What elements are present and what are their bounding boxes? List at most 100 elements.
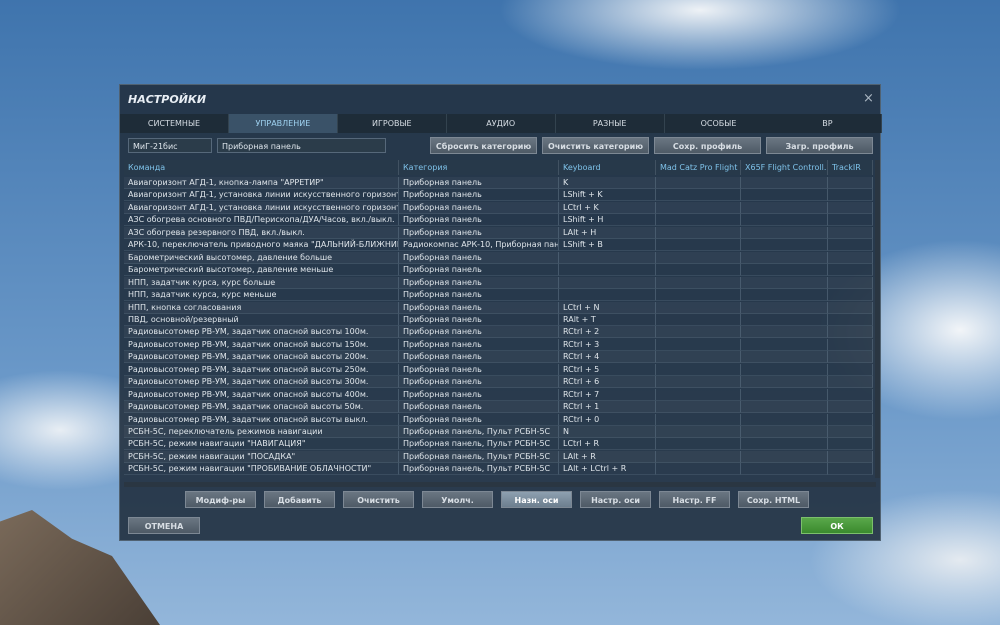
table-cell bbox=[828, 388, 873, 401]
cancel-button[interactable]: ОТМЕНА bbox=[128, 517, 200, 534]
column-header[interactable]: Команда bbox=[124, 160, 399, 175]
table-cell: Приборная панель bbox=[399, 351, 559, 364]
table-cell: Приборная панель bbox=[399, 401, 559, 414]
table-cell bbox=[559, 251, 656, 264]
bottom-button[interactable]: Очистить bbox=[343, 491, 414, 508]
table-cell bbox=[741, 301, 828, 314]
table-cell: RCtrl + 5 bbox=[559, 363, 656, 376]
table-cell: Авиагоризонт АГД-1, кнопка-лампа "АРРЕТИ… bbox=[124, 177, 399, 189]
column-header[interactable]: Mad Catz Pro Flight ... bbox=[656, 160, 741, 175]
table-cell: LShift + B bbox=[559, 239, 656, 252]
table-cell bbox=[656, 376, 741, 389]
top-button[interactable]: Загр. профиль bbox=[766, 137, 873, 154]
table-cell bbox=[828, 264, 873, 277]
table-cell: Приборная панель bbox=[399, 313, 559, 326]
category-select[interactable]: Приборная панель bbox=[217, 138, 386, 153]
table-row[interactable]: АЗС обогрева основного ПВД/Перископа/ДУА… bbox=[124, 214, 873, 227]
table-cell: Приборная панель, Пульт РСБН-5С bbox=[399, 426, 559, 438]
tab[interactable]: ВР bbox=[773, 114, 883, 133]
top-button[interactable]: Очистить категорию bbox=[542, 137, 649, 154]
table-cell bbox=[741, 214, 828, 227]
bottom-button[interactable]: Добавить bbox=[264, 491, 335, 508]
table-cell bbox=[828, 450, 873, 463]
table-row[interactable]: РСБН-5С, переключатель режимов навигации… bbox=[124, 426, 873, 438]
table-row[interactable]: РСБН-5С, режим навигации "ПРОБИВАНИЕ ОБЛ… bbox=[124, 463, 873, 476]
column-header[interactable]: Keyboard bbox=[559, 160, 656, 175]
column-header[interactable]: Категория bbox=[399, 160, 559, 175]
table-row[interactable]: Радиовысотомер РВ-УМ, задатчик опасной в… bbox=[124, 376, 873, 389]
table-cell bbox=[656, 450, 741, 463]
table-cell bbox=[656, 189, 741, 202]
table-cell bbox=[741, 251, 828, 264]
table-row[interactable]: НПП, кнопка согласования Приборная панель… bbox=[124, 301, 873, 314]
tab[interactable]: ОСОБЫЕ bbox=[664, 114, 774, 133]
table-cell: Приборная панель bbox=[399, 388, 559, 401]
table-cell: RCtrl + 4 bbox=[559, 351, 656, 364]
table-row[interactable]: АРК-10, переключатель приводного маяка "… bbox=[124, 239, 873, 252]
table-row[interactable]: НПП, задатчик курса, курс больше Приборна… bbox=[124, 276, 873, 289]
bottom-button[interactable]: Настр. оси bbox=[580, 491, 651, 508]
bottom-button[interactable]: Модиф-ры bbox=[185, 491, 256, 508]
column-header[interactable]: TrackIR bbox=[828, 160, 873, 175]
table-cell bbox=[828, 351, 873, 364]
table-row[interactable]: ПВД, основной/резервный Приборная панель R… bbox=[124, 313, 873, 326]
table-row[interactable]: Авиагоризонт АГД-1, установка линии иску… bbox=[124, 189, 873, 202]
table-cell bbox=[656, 301, 741, 314]
table-cell bbox=[828, 413, 873, 426]
tab[interactable]: УПРАВЛЕНИЕ bbox=[228, 114, 338, 133]
table-row[interactable]: Барометрический высотомер, давление боль… bbox=[124, 251, 873, 264]
table-cell: Приборная панель bbox=[399, 376, 559, 389]
table-cell: RCtrl + 6 bbox=[559, 376, 656, 389]
bottom-button[interactable]: Настр. FF bbox=[659, 491, 730, 508]
table-cell bbox=[559, 276, 656, 289]
top-button[interactable]: Сохр. профиль bbox=[654, 137, 761, 154]
bottom-button[interactable]: Сохр. HTML bbox=[738, 491, 809, 508]
table-row[interactable]: РСБН-5С, режим навигации "ПОСАДКА" Прибор… bbox=[124, 450, 873, 463]
table-cell: Барометрический высотомер, давление боль… bbox=[124, 251, 399, 264]
table-row[interactable]: Радиовысотомер РВ-УМ, задатчик опасной в… bbox=[124, 401, 873, 414]
table-cell: LAlt + R bbox=[559, 450, 656, 463]
table-row[interactable]: Авиагоризонт АГД-1, кнопка-лампа "АРРЕТИ… bbox=[124, 177, 873, 189]
bottom-button[interactable]: Назн. оси bbox=[501, 491, 572, 508]
table-row[interactable]: Радиовысотомер РВ-УМ, задатчик опасной в… bbox=[124, 338, 873, 351]
horizontal-scrollbar[interactable] bbox=[124, 482, 876, 487]
table-cell: Барометрический высотомер, давление мень… bbox=[124, 264, 399, 277]
table-row[interactable]: АЗС обогрева резервного ПВД, вкл./выкл. П… bbox=[124, 226, 873, 239]
table-cell: РСБН-5С, переключатель режимов навигации bbox=[124, 426, 399, 438]
bottom-button[interactable]: Умолч. bbox=[422, 491, 493, 508]
table-row[interactable]: Радиовысотомер РВ-УМ, задатчик опасной в… bbox=[124, 388, 873, 401]
table-cell: RCtrl + 1 bbox=[559, 401, 656, 414]
table-row[interactable]: Радиовысотомер РВ-УМ, задатчик опасной в… bbox=[124, 351, 873, 364]
table-cell: Приборная панель bbox=[399, 189, 559, 202]
table-cell: Приборная панель bbox=[399, 264, 559, 277]
tab[interactable]: РАЗНЫЕ bbox=[555, 114, 665, 133]
table-cell bbox=[828, 313, 873, 326]
table-cell: RCtrl + 7 bbox=[559, 388, 656, 401]
table-cell bbox=[656, 276, 741, 289]
table-cell: Радиокомпас АРК-10, Приборная панель bbox=[399, 239, 559, 252]
ok-button[interactable]: ОК bbox=[801, 517, 873, 534]
tab[interactable]: СИСТЕМНЫЕ bbox=[120, 114, 229, 133]
table-cell bbox=[828, 426, 873, 438]
table-row[interactable]: Радиовысотомер РВ-УМ, задатчик опасной в… bbox=[124, 326, 873, 339]
table-cell: Приборная панель bbox=[399, 326, 559, 339]
vertical-scrollbar[interactable] bbox=[875, 160, 880, 478]
table-cell: Радиовысотомер РВ-УМ, задатчик опасной в… bbox=[124, 326, 399, 339]
table-row[interactable]: НПП, задатчик курса, курс меньше Приборна… bbox=[124, 289, 873, 302]
table-row[interactable]: РСБН-5С, режим навигации "НАВИГАЦИЯ" Приб… bbox=[124, 438, 873, 451]
table-row[interactable]: Радиовысотомер РВ-УМ, задатчик опасной в… bbox=[124, 413, 873, 426]
column-header[interactable]: X65F Flight Controll... bbox=[741, 160, 828, 175]
table-cell: РСБН-5С, режим навигации "НАВИГАЦИЯ" bbox=[124, 438, 399, 451]
table-row[interactable]: Авиагоризонт АГД-1, установка линии иску… bbox=[124, 201, 873, 214]
top-button[interactable]: Сбросить категорию bbox=[430, 137, 537, 154]
table-row[interactable]: Барометрический высотомер, давление мень… bbox=[124, 264, 873, 277]
tab[interactable]: АУДИО bbox=[446, 114, 556, 133]
tab[interactable]: ИГРОВЫЕ bbox=[337, 114, 447, 133]
close-button[interactable]: × bbox=[863, 91, 874, 106]
table-cell bbox=[828, 401, 873, 414]
aircraft-select[interactable]: МиГ-21бис bbox=[128, 138, 212, 153]
table-cell: N bbox=[559, 426, 656, 438]
table-cell bbox=[741, 201, 828, 214]
table-cell: LShift + K bbox=[559, 189, 656, 202]
table-row[interactable]: Радиовысотомер РВ-УМ, задатчик опасной в… bbox=[124, 363, 873, 376]
